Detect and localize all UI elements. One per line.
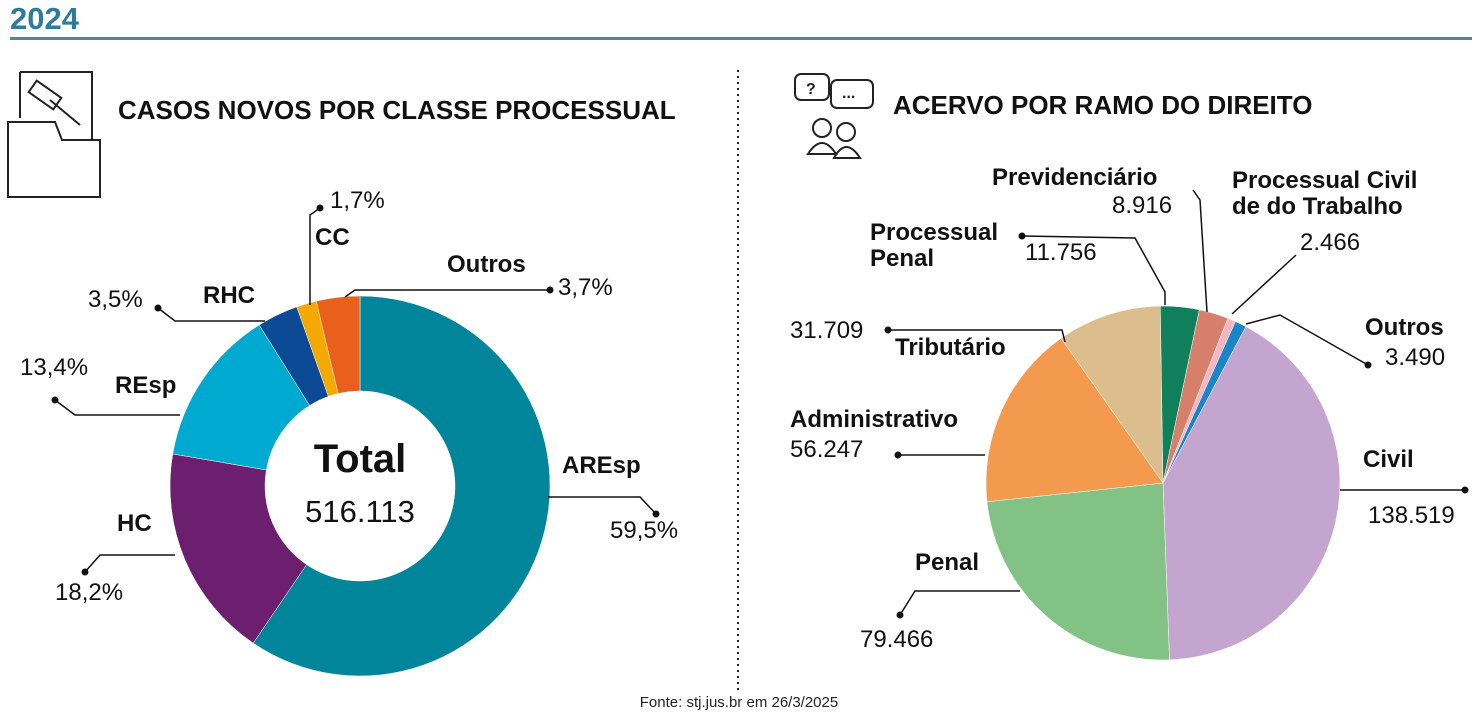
leader-line — [1021, 235, 1166, 305]
leader-line — [1245, 314, 1369, 366]
category-label: Civil — [1363, 446, 1414, 473]
value-label: 79.466 — [860, 626, 934, 653]
slice — [986, 482, 1170, 661]
category-label: RHC — [203, 282, 255, 309]
leader-line — [899, 590, 1020, 616]
value-label: 3,5% — [88, 286, 143, 313]
leader-dot — [546, 286, 554, 294]
leader-dot — [154, 304, 162, 312]
leader-line — [309, 207, 321, 305]
header-title: 2024 — [10, 1, 80, 36]
category-label: Tributário — [895, 334, 1006, 361]
category-label: Processual Penal — [870, 219, 999, 272]
leader-dot — [1364, 361, 1372, 369]
leader-line — [1231, 254, 1297, 315]
category-label: Processual Civil de do Trabalho — [1232, 167, 1418, 220]
leader-dot — [51, 396, 59, 404]
value-label: 11.756 — [1025, 239, 1097, 266]
slice — [315, 295, 361, 394]
slice — [252, 295, 551, 677]
value-label: 8.916 — [1112, 192, 1173, 219]
value-label: 138.519 — [1368, 502, 1455, 529]
slice — [985, 338, 1164, 503]
leader-dot — [652, 510, 660, 518]
category-label: Penal — [915, 549, 980, 576]
svg-text:...: ... — [842, 85, 855, 102]
leader-dot — [894, 451, 902, 459]
category-label: HC — [117, 510, 152, 537]
svg-text:?: ? — [806, 81, 816, 98]
leader-line — [888, 329, 1066, 343]
value-label: 3.490 — [1385, 344, 1446, 371]
leader-line — [1192, 189, 1208, 313]
leader-dot — [896, 611, 904, 619]
category-label: Outros — [1365, 314, 1444, 341]
leader-line — [344, 289, 550, 298]
source: Fonte: stj.jus.br em 26/3/2025 — [640, 694, 838, 711]
slice — [169, 453, 307, 644]
value-label: 13,4% — [20, 354, 89, 381]
header-rule — [10, 37, 1472, 40]
leader-line — [157, 307, 265, 322]
value-label: 3,7% — [558, 274, 613, 301]
chat-icon: ? ... — [794, 73, 874, 159]
category-label: Administrativo — [790, 406, 959, 433]
center-title: Total — [314, 437, 407, 481]
leader-dot — [1461, 486, 1469, 494]
leader-dot — [1018, 232, 1026, 240]
value-label: 56.247 — [790, 436, 864, 463]
category-label: Previdenciário — [992, 164, 1158, 191]
leader-dot — [81, 568, 89, 576]
chart-title: CASOS NOVOS POR CLASSE PROCESSUAL — [118, 95, 676, 125]
value-label: 1,7% — [330, 187, 385, 214]
chart-title: ACERVO POR RAMO DO DIREITO — [893, 90, 1312, 120]
category-label: REsp — [115, 372, 177, 399]
leader-dot — [316, 204, 324, 212]
gavel-icon — [7, 71, 101, 198]
value-label: 2.466 — [1300, 229, 1361, 256]
leader-line — [548, 496, 657, 515]
leader-line — [84, 554, 175, 573]
value-label: 18,2% — [55, 579, 124, 606]
slice — [1162, 326, 1341, 661]
category-label: AREsp — [562, 452, 641, 479]
value-label: 31.709 — [790, 317, 864, 344]
leader-dot — [884, 326, 892, 334]
category-label: Outros — [447, 251, 526, 278]
center-total: 516.113 — [305, 494, 415, 529]
value-label: 59,5% — [610, 517, 679, 544]
leader-line — [54, 399, 180, 416]
category-label: CC — [315, 224, 350, 251]
